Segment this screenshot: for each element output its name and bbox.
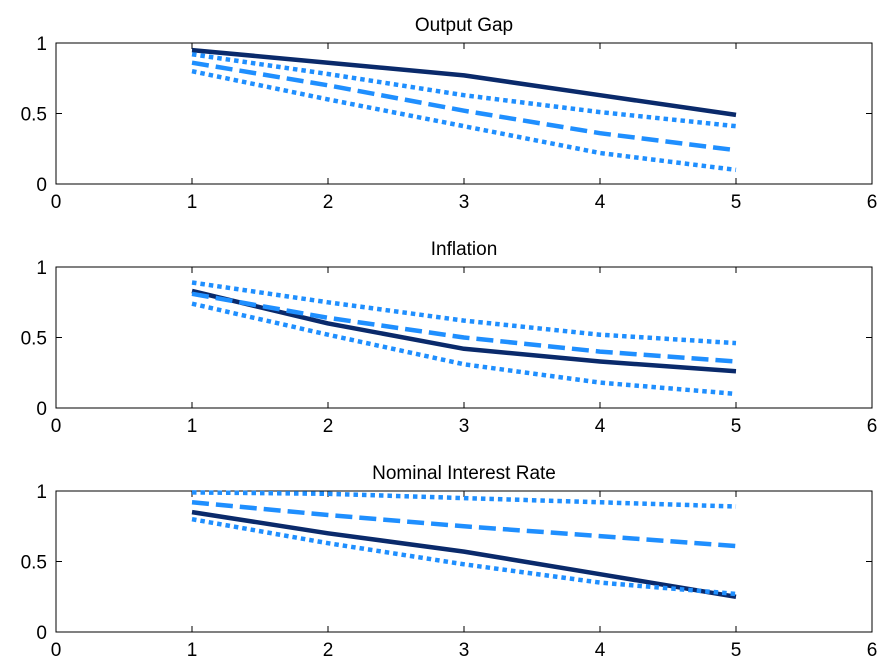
series-line-dotted-2	[191, 280, 737, 346]
y-tick-label: 1	[36, 482, 47, 503]
subplot-3: Nominal Interest Rate 0 1 2 3 4 5 6 0 0.5 1	[21, 463, 878, 661]
axes-box	[55, 490, 873, 633]
chart-title: Inflation	[431, 239, 498, 260]
x-tick-label: 0	[51, 640, 62, 661]
x-tick-label: 0	[51, 416, 62, 437]
y-tick-label: 0	[36, 623, 47, 644]
x-tick-label: 1	[187, 416, 198, 437]
y-tick-label: 0	[36, 399, 47, 420]
series-line-dotted-2	[191, 52, 737, 129]
x-tick-label: 6	[867, 640, 878, 661]
series-line-dotted-2	[191, 490, 737, 509]
y-tick-label: 1	[36, 258, 47, 279]
x-tick-label: 4	[595, 192, 606, 213]
subplot-1: Output Gap 0 1 2 3 4 5 6 0 0.5 1	[21, 15, 878, 213]
series-line-dashed-3	[191, 60, 737, 153]
axes-box	[55, 42, 873, 185]
x-tick-label: 2	[323, 416, 334, 437]
x-tick-label: 4	[595, 640, 606, 661]
x-tick-label: 2	[323, 192, 334, 213]
y-tick-label: 0.5	[21, 329, 47, 350]
y-tick-label: 1	[36, 34, 47, 55]
series-line-dashed-3	[191, 291, 737, 364]
x-tick-label: 5	[731, 416, 742, 437]
x-tick-label: 1	[187, 640, 198, 661]
series-line-dotted-4	[191, 68, 737, 173]
series-line-dotted-4	[191, 516, 737, 597]
x-tick-label: 4	[595, 416, 606, 437]
chart-title: Output Gap	[415, 15, 513, 36]
x-tick-label: 2	[323, 640, 334, 661]
y-tick-label: 0.5	[21, 553, 47, 574]
series-line-solid-1	[191, 288, 737, 374]
chart-title: Nominal Interest Rate	[372, 463, 556, 484]
series-line-dashed-3	[191, 500, 737, 549]
x-tick-label: 5	[731, 192, 742, 213]
series-line-dotted-4	[191, 301, 737, 397]
x-tick-label: 5	[731, 640, 742, 661]
y-tick-label: 0	[36, 175, 47, 196]
y-tick-label: 0.5	[21, 105, 47, 126]
x-tick-label: 3	[459, 640, 470, 661]
subplot-2: Inflation 0 1 2 3 4 5 6 0 0.5 1	[21, 239, 878, 437]
x-tick-label: 1	[187, 192, 198, 213]
series-line-solid-1	[191, 47, 737, 118]
x-tick-label: 6	[867, 416, 878, 437]
x-tick-label: 3	[459, 416, 470, 437]
series-line-solid-1	[191, 509, 737, 600]
x-tick-label: 3	[459, 192, 470, 213]
x-tick-label: 6	[867, 192, 878, 213]
x-tick-label: 0	[51, 192, 62, 213]
